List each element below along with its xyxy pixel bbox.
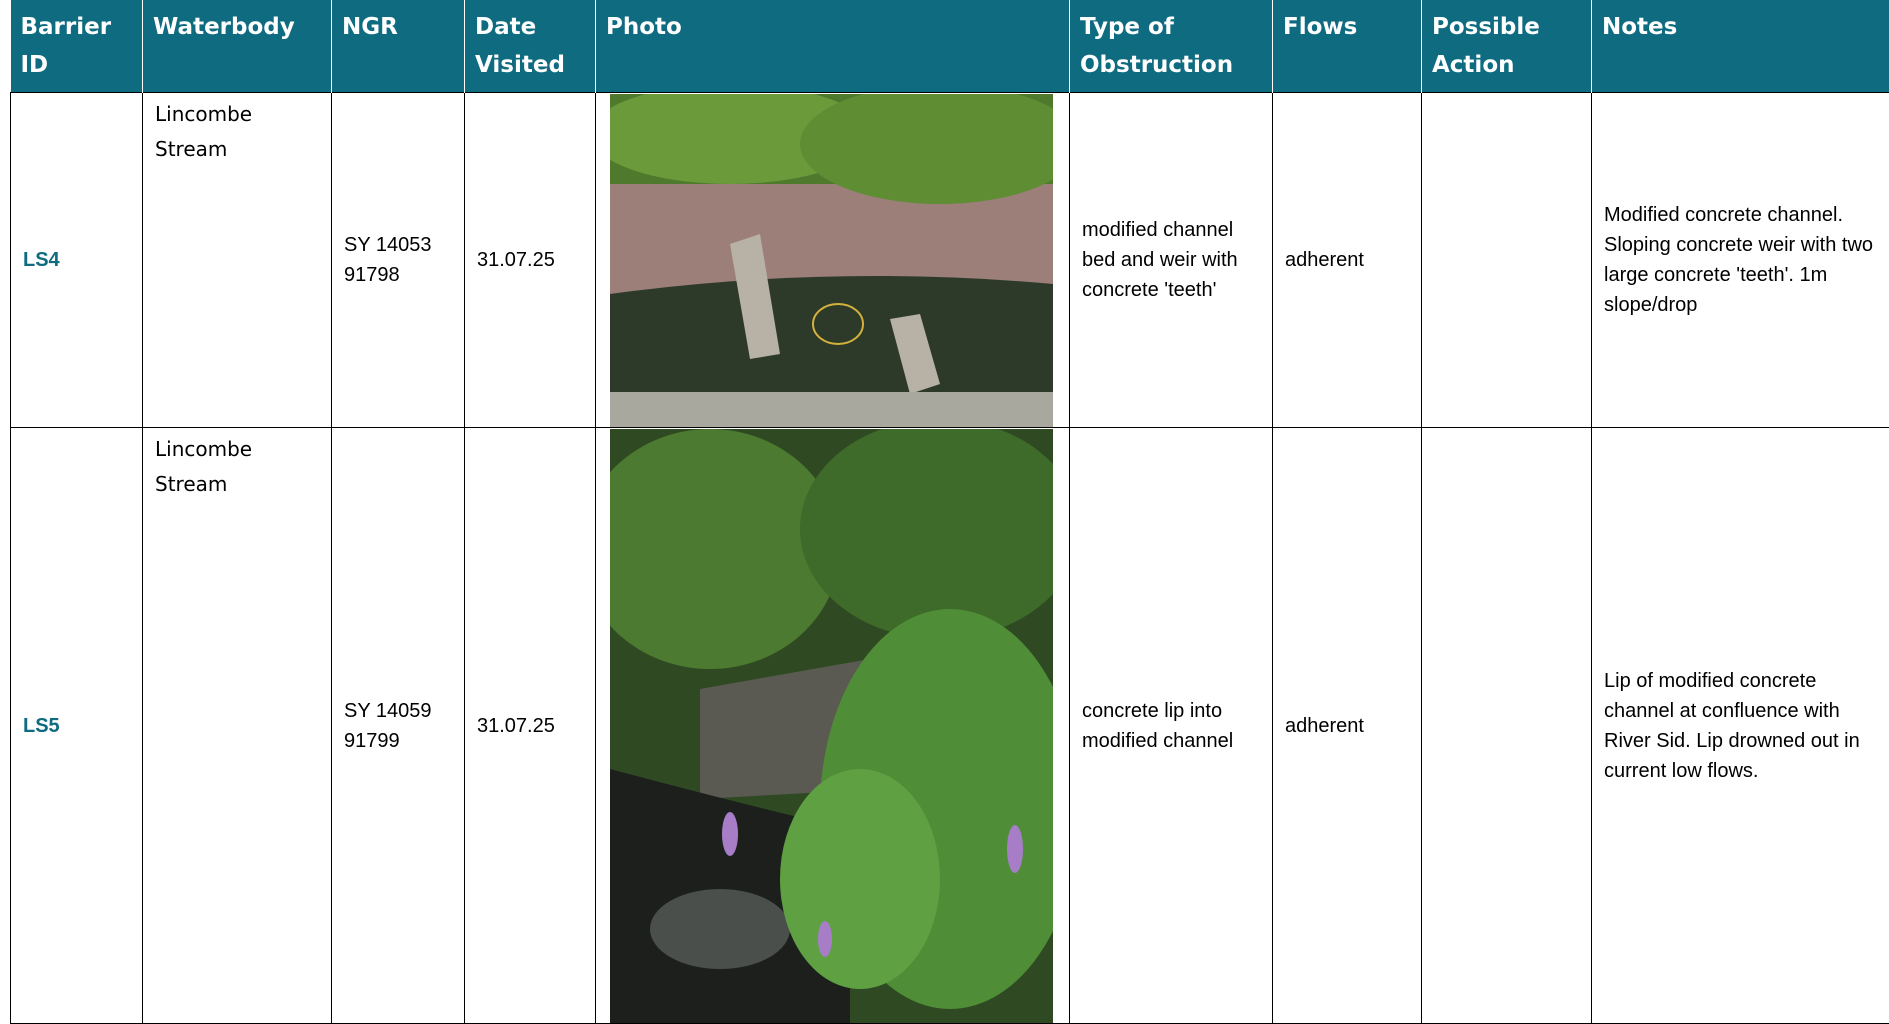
- notes: Lip of modified concrete channel at conf…: [1592, 428, 1889, 1024]
- header-cell: Type of Obstruction: [1070, 0, 1273, 93]
- header-cell: Date Visited: [465, 0, 596, 93]
- photo: [610, 94, 1053, 427]
- header-cell: Flows: [1273, 0, 1422, 93]
- barrier-id: LS5: [11, 428, 143, 1024]
- photo-cell: [596, 428, 1070, 1024]
- type-of-obstruction: modified channel bed and weir with concr…: [1070, 93, 1273, 428]
- flows: adherent: [1273, 93, 1422, 428]
- ngr: SY 14053 91798: [332, 93, 465, 428]
- possible-action: [1422, 93, 1592, 428]
- type-of-obstruction: concrete lip into modified channel: [1070, 428, 1273, 1024]
- header-cell: Photo: [596, 0, 1070, 93]
- header-cell: Waterbody: [143, 0, 332, 93]
- waterbody: Lincombe Stream: [143, 428, 332, 1024]
- waterbody: Lincombe Stream: [143, 93, 332, 428]
- header-cell: Barrier ID: [11, 0, 143, 93]
- date: 31.07.25: [465, 93, 596, 428]
- header-cell: NGR: [332, 0, 465, 93]
- photo: [610, 429, 1053, 1023]
- possible-action: [1422, 428, 1592, 1024]
- notes: Modified concrete channel. Sloping concr…: [1592, 93, 1889, 428]
- barrier-table: Barrier ID Waterbody NGR Date Visited Ph…: [10, 0, 1889, 1024]
- row: LS4 Lincombe Stream SY 14053 91798 31.07…: [11, 93, 1889, 428]
- header-cell: Notes: [1592, 0, 1889, 93]
- row: LS5 Lincombe Stream SY 14059 91799 31.07…: [11, 428, 1889, 1024]
- ngr: SY 14059 91799: [332, 428, 465, 1024]
- header-row: Barrier ID Waterbody NGR Date Visited Ph…: [11, 0, 1889, 93]
- flows: adherent: [1273, 428, 1422, 1024]
- header-cell: Possible Action: [1422, 0, 1592, 93]
- photo-cell: [596, 93, 1070, 428]
- date: 31.07.25: [465, 428, 596, 1024]
- barrier-id: LS4: [11, 93, 143, 428]
